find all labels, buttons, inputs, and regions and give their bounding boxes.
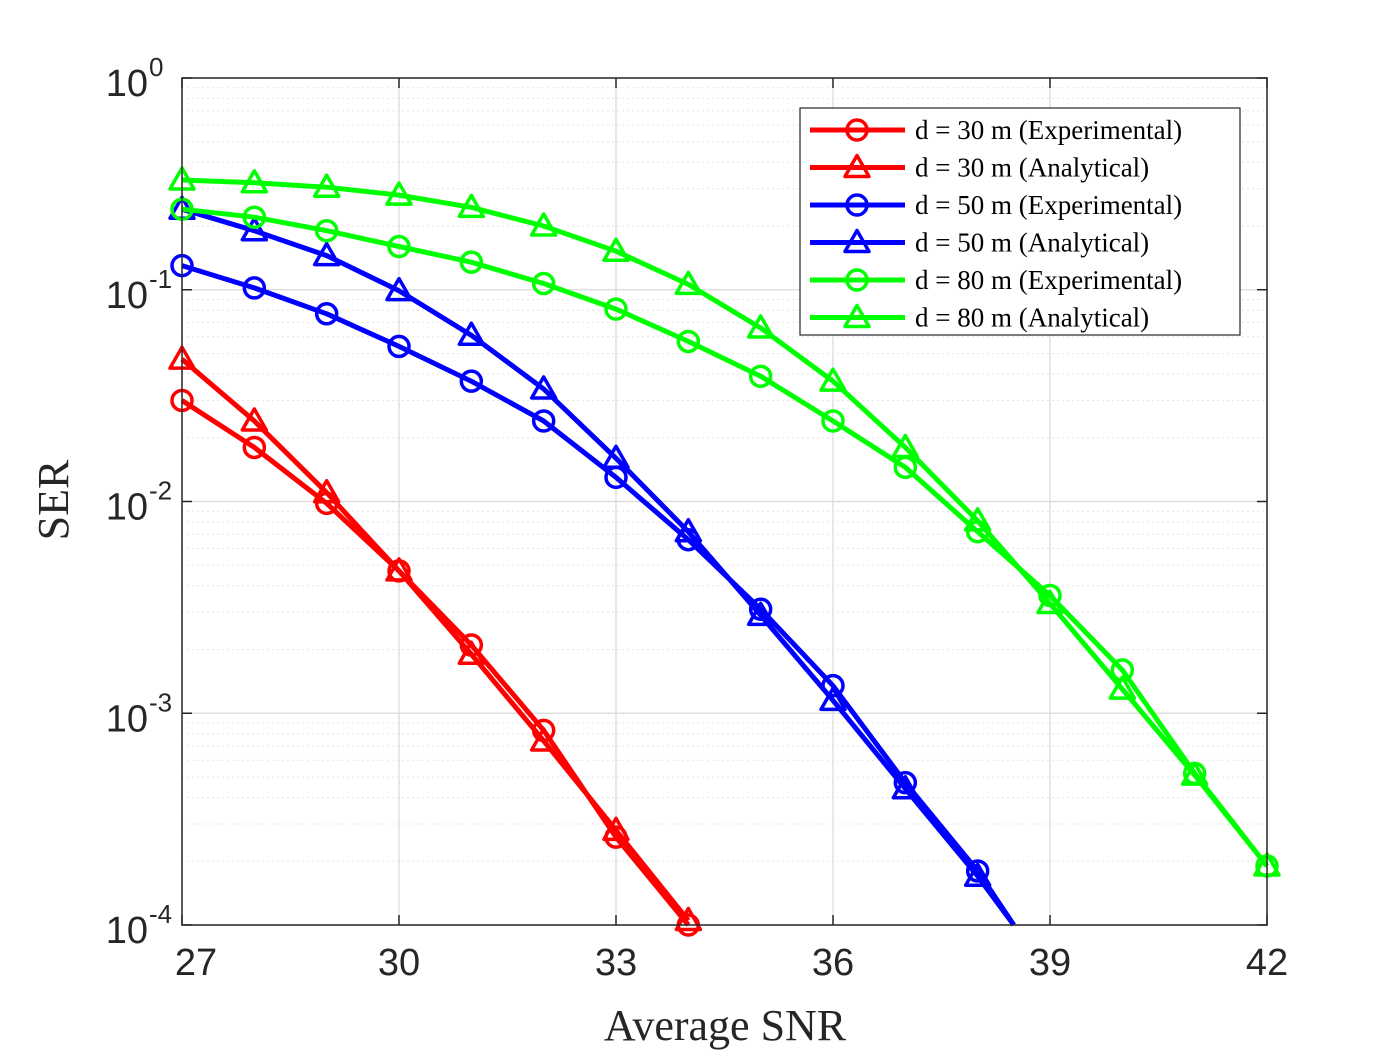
data-point-triangle xyxy=(457,193,486,219)
y-tick-label-exponent: 0 xyxy=(149,52,163,82)
legend-marker-triangle xyxy=(843,228,871,254)
data-point-triangle xyxy=(674,906,703,932)
data-point-circle xyxy=(459,250,484,274)
data-point-triangle xyxy=(457,640,486,665)
data-point-circle xyxy=(459,369,484,393)
y-tick-label-base: 10 xyxy=(106,275,148,317)
data-point-triangle xyxy=(1036,589,1064,615)
series-line xyxy=(181,206,1016,927)
legend-marker-circle xyxy=(845,268,869,292)
data-point-triangle xyxy=(240,169,269,194)
series-6 xyxy=(168,166,1281,877)
y-tick-label-exponent: -1 xyxy=(149,264,172,294)
y-tick-label-base: 10 xyxy=(106,698,148,740)
data-point-circle xyxy=(893,770,918,795)
data-point-triangle xyxy=(963,862,992,887)
legend-marker-circle xyxy=(845,118,869,142)
data-point-circle xyxy=(242,205,267,229)
data-point-triangle xyxy=(891,433,920,459)
legend-marker-triangle xyxy=(843,153,871,179)
data-point-triangle xyxy=(819,367,847,392)
x-tick-label: 36 xyxy=(812,942,854,984)
data-point-circle xyxy=(314,302,339,326)
data-point-triangle xyxy=(1108,675,1137,700)
data-point-triangle xyxy=(312,241,341,267)
legend-item: d = 50 m (Analytical) xyxy=(810,228,1149,258)
data-point-triangle xyxy=(963,507,992,532)
data-point-circle xyxy=(821,409,845,433)
data-point-triangle xyxy=(529,727,558,752)
x-tick-label: 39 xyxy=(1029,942,1071,984)
legend-item: d = 50 m (Experimental) xyxy=(810,190,1182,220)
data-point-circle xyxy=(387,234,411,259)
data-point-triangle xyxy=(385,557,413,582)
data-point-triangle xyxy=(457,321,486,346)
data-point-triangle xyxy=(1180,761,1209,786)
data-point-triangle xyxy=(602,237,630,262)
series-line xyxy=(181,263,1016,927)
data-point-triangle xyxy=(385,181,413,206)
legend-label: d = 50 m (Analytical) xyxy=(915,228,1149,258)
x-tick-label: 30 xyxy=(378,942,420,984)
data-point-circle xyxy=(748,364,773,389)
data-point-triangle xyxy=(385,276,413,302)
data-point-triangle xyxy=(602,816,630,842)
series-layer xyxy=(168,166,1281,937)
legend-box xyxy=(799,107,1241,336)
legend-item: d = 80 m (Analytical) xyxy=(810,303,1149,333)
data-point-triangle xyxy=(240,407,269,432)
legend-label: d = 50 m (Experimental) xyxy=(915,190,1182,220)
data-point-circle xyxy=(965,859,990,883)
data-point-circle xyxy=(604,297,628,321)
data-point-triangle xyxy=(312,173,341,198)
y-tick-label-exponent: -2 xyxy=(149,476,172,506)
legend-item: d = 30 m (Experimental) xyxy=(810,115,1182,145)
data-point-triangle xyxy=(529,212,558,237)
legend-label: d = 80 m (Analytical) xyxy=(915,303,1149,333)
data-point-triangle xyxy=(674,270,703,296)
legend-item: d = 30 m (Analytical) xyxy=(810,153,1149,183)
data-point-circle xyxy=(531,271,556,296)
y-tick-label-base: 10 xyxy=(106,63,148,105)
y-axis-label: SER xyxy=(29,459,78,540)
data-point-triangle xyxy=(529,375,558,400)
x-tick-label: 42 xyxy=(1246,942,1288,984)
y-tick-label-base: 10 xyxy=(106,487,148,529)
x-tick-label: 33 xyxy=(595,942,637,984)
y-tick-label-base: 10 xyxy=(106,910,148,952)
data-point-triangle xyxy=(746,314,775,339)
data-point-circle xyxy=(242,435,267,460)
legend-label: d = 80 m (Experimental) xyxy=(915,265,1182,295)
x-axis-label: Average SNR xyxy=(604,1001,847,1050)
data-point-triangle xyxy=(746,601,775,627)
axis-ticks xyxy=(181,77,1268,926)
y-tick-label-exponent: -4 xyxy=(149,899,172,929)
data-point-triangle xyxy=(602,444,630,470)
series-line xyxy=(181,206,1269,868)
x-tick-label: 27 xyxy=(175,942,217,984)
legend-marker-circle xyxy=(845,193,869,217)
data-point-triangle xyxy=(674,517,703,543)
data-point-triangle xyxy=(312,478,341,504)
data-point-circle xyxy=(531,409,556,433)
x-tick-labels: 27 30 33 36 39 42 xyxy=(175,942,1288,984)
legend-label: d = 30 m (Experimental) xyxy=(915,115,1182,145)
data-point-circle xyxy=(676,329,701,354)
legend: d = 30 m (Experimental) d = 30 m (Analyti… xyxy=(799,107,1241,336)
series-line xyxy=(181,177,1269,868)
y-tick-label-exponent: -3 xyxy=(149,687,172,717)
legend-item: d = 80 m (Experimental) xyxy=(810,265,1182,295)
legend-label: d = 30 m (Analytical) xyxy=(915,153,1149,183)
data-point-triangle xyxy=(891,774,920,800)
data-point-circle xyxy=(242,276,267,300)
legend-marker-triangle xyxy=(843,303,871,329)
data-point-circle xyxy=(387,334,411,359)
data-point-circle xyxy=(748,597,773,621)
data-point-triangle xyxy=(240,216,269,242)
data-point-circle xyxy=(314,218,339,243)
data-point-triangle xyxy=(819,686,847,712)
series-line xyxy=(180,357,691,923)
